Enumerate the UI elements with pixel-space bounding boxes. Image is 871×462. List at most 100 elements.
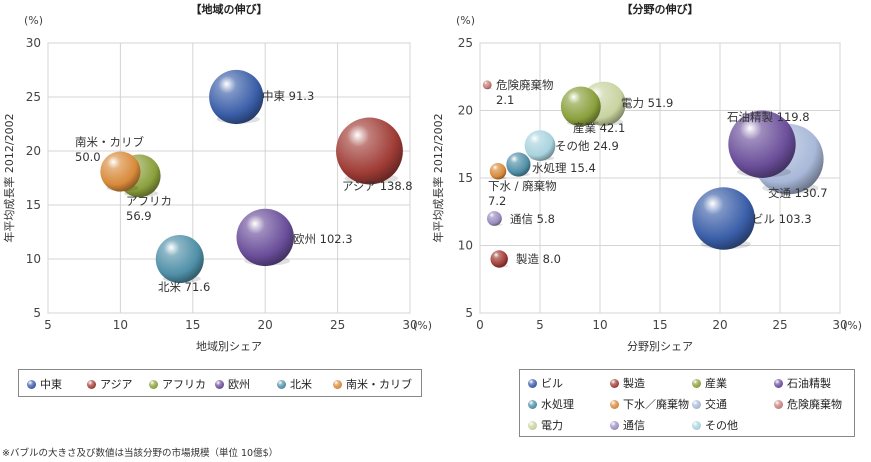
y-tick-label: 10	[458, 239, 473, 253]
chart-canvas: 【地域の伸び】5 10 15 20 25 3051015202530(%)(%)年平均成長…	[2, 2, 862, 353]
bubble	[209, 69, 264, 125]
sector-legend: ビル 製造 産業 石油精製 水処理 下水／廃棄物 交通 危険廃棄物 電力 通信 その他	[519, 369, 855, 437]
bubble	[560, 86, 601, 127]
y-axis-label: 年平均成長率 2012/2002	[2, 113, 16, 242]
legend-label: 南米・カリブ	[346, 378, 412, 391]
y-unit-label: (%)	[456, 14, 475, 27]
legend-item: 危険廃棄物	[774, 396, 842, 412]
x-tick-label: 0	[476, 318, 484, 332]
data-label: 石油精製 119.8	[727, 110, 810, 124]
bubble	[524, 130, 556, 161]
data-label: 電力 51.9	[621, 96, 673, 110]
y-tick-label: 15	[458, 171, 473, 185]
legend-swatch	[692, 378, 701, 388]
bubble	[336, 117, 403, 185]
legend-item: 石油精製	[774, 375, 831, 391]
legend-label: アジア	[100, 378, 133, 391]
legend-item: 中東	[27, 376, 62, 392]
data-label: 欧州 102.3	[293, 232, 353, 246]
x-unit-label: (%)	[843, 319, 862, 332]
y-unit-label: (%)	[24, 14, 43, 27]
legend-swatch	[610, 378, 619, 388]
data-label: アジア 138.8	[342, 179, 413, 193]
legend-swatch	[333, 379, 342, 389]
bubble	[482, 80, 492, 90]
x-tick-label: 20	[258, 318, 273, 332]
sector-growth-chart: 【分野の伸び】0 5 10 15 20 25 30510152025(%)(%)年平均成長率…	[431, 2, 862, 353]
legend-swatch	[774, 378, 783, 388]
x-tick-label: 20	[712, 318, 727, 332]
legend-item: アジア	[87, 376, 133, 392]
x-axis-label: 分野別シェア	[627, 340, 693, 353]
bubble	[692, 187, 755, 250]
x-tick-label: 5	[44, 318, 52, 332]
legend-swatch	[610, 399, 619, 409]
bubble	[486, 211, 502, 226]
legend-swatch	[528, 399, 537, 409]
data-label: 危険廃棄物 2.1	[496, 78, 554, 107]
x-tick-label: 5	[536, 318, 544, 332]
y-tick-label: 30	[26, 36, 41, 50]
legend-item: 電力	[528, 417, 563, 433]
x-tick-label: 15	[652, 318, 667, 332]
legend-swatch	[528, 378, 537, 388]
y-tick-label: 5	[33, 306, 41, 320]
y-tick-label: 15	[26, 198, 41, 212]
y-tick-label: 5	[465, 306, 473, 320]
legend-item: ビル	[528, 375, 563, 391]
legend-item: 南米・カリブ	[333, 376, 412, 392]
x-tick-label: 10	[592, 318, 607, 332]
legend-swatch	[277, 379, 286, 389]
legend-item: 欧州	[215, 376, 250, 392]
y-tick-label: 10	[26, 252, 41, 266]
x-tick-label: 15	[185, 318, 200, 332]
chart-title: 【地域の伸び】	[191, 2, 268, 16]
y-tick-label: 20	[26, 144, 41, 158]
legend-label: 電力	[541, 419, 563, 432]
data-label: 北米 71.6	[158, 280, 210, 294]
legend-label: その他	[705, 419, 738, 432]
data-label: ビル 103.3	[752, 212, 812, 226]
bubble	[490, 250, 508, 268]
x-tick-label: 10	[113, 318, 128, 332]
bubble	[155, 234, 204, 284]
legend-label: アフリカ	[162, 378, 206, 391]
x-tick-label: 30	[832, 318, 847, 332]
legend-label: 下水／廃棄物	[623, 398, 689, 411]
bubble	[236, 208, 294, 267]
legend-item: 製造	[610, 375, 645, 391]
legend-swatch	[87, 379, 96, 389]
footnote: ※バブルの大きさ及び数値は当該分野の市場規模（単位 10億$）	[2, 448, 279, 459]
legend-item: その他	[692, 417, 738, 433]
data-label: 産業 42.1	[573, 121, 625, 135]
legend-item: 下水／廃棄物	[610, 396, 689, 412]
y-tick-label: 25	[26, 90, 41, 104]
chart-title: 【分野の伸び】	[622, 2, 699, 16]
y-tick-label: 20	[458, 104, 473, 118]
legend-label: 欧州	[228, 378, 250, 391]
bubble	[506, 152, 531, 177]
legend-swatch	[528, 420, 537, 430]
data-label: 通信 5.8	[510, 212, 555, 226]
data-label: その他 24.9	[555, 139, 619, 153]
legend-label: 水処理	[541, 398, 574, 411]
data-label: 中東 91.3	[262, 89, 314, 103]
legend-label: 交通	[705, 398, 727, 411]
x-tick-label: 25	[772, 318, 787, 332]
legend-item: 水処理	[528, 396, 574, 412]
regional-growth-chart: 【地域の伸び】5 10 15 20 25 3051015202530(%)(%)年平均成長…	[2, 2, 432, 353]
x-tick-label: 25	[330, 318, 345, 332]
legend-swatch	[774, 399, 783, 409]
x-tick-label: 30	[402, 318, 417, 332]
bubble	[100, 151, 141, 192]
legend-swatch	[149, 379, 158, 389]
legend-item: アフリカ	[149, 376, 206, 392]
data-label: 製造 8.0	[516, 252, 561, 266]
legend-item: 産業	[692, 375, 727, 391]
legend-label: 製造	[623, 377, 645, 390]
legend-item: 交通	[692, 396, 727, 412]
bubble	[489, 162, 507, 180]
regional-legend: 中東 アジア アフリカ 欧州 北米 南米・カリブ	[18, 369, 422, 397]
legend-swatch	[610, 420, 619, 430]
legend-label: 石油精製	[787, 377, 831, 390]
